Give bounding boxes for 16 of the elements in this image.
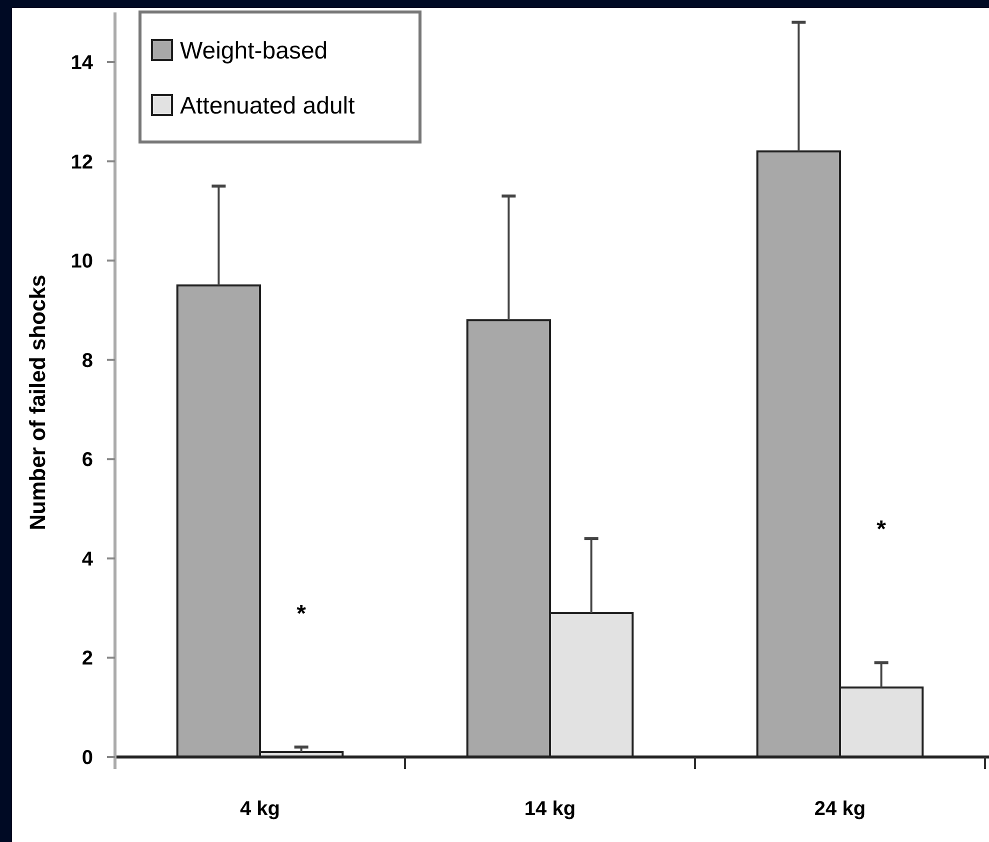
annotation: * [296, 600, 307, 628]
legend-label: Attenuated adult [180, 92, 356, 120]
y-tick-label: 10 [70, 250, 93, 273]
y-tick-label: 8 [82, 350, 93, 372]
legend-label: Weight-based [180, 37, 328, 64]
y-axis-title: Number of failed shocks [25, 274, 50, 530]
x-tick-label: 4 kg [240, 798, 280, 820]
x-tick-label: 14 kg [524, 798, 576, 820]
y-tick-label: 4 [82, 548, 94, 570]
annotation: * [876, 516, 887, 544]
y-tick-label: 2 [82, 648, 93, 670]
y-tick-label: 14 [70, 52, 94, 74]
y-tick-label: 6 [82, 449, 93, 472]
x-tick-label: 24 kg [814, 798, 866, 820]
y-tick-label: 12 [70, 151, 93, 174]
y-tick-label: 0 [82, 747, 93, 769]
